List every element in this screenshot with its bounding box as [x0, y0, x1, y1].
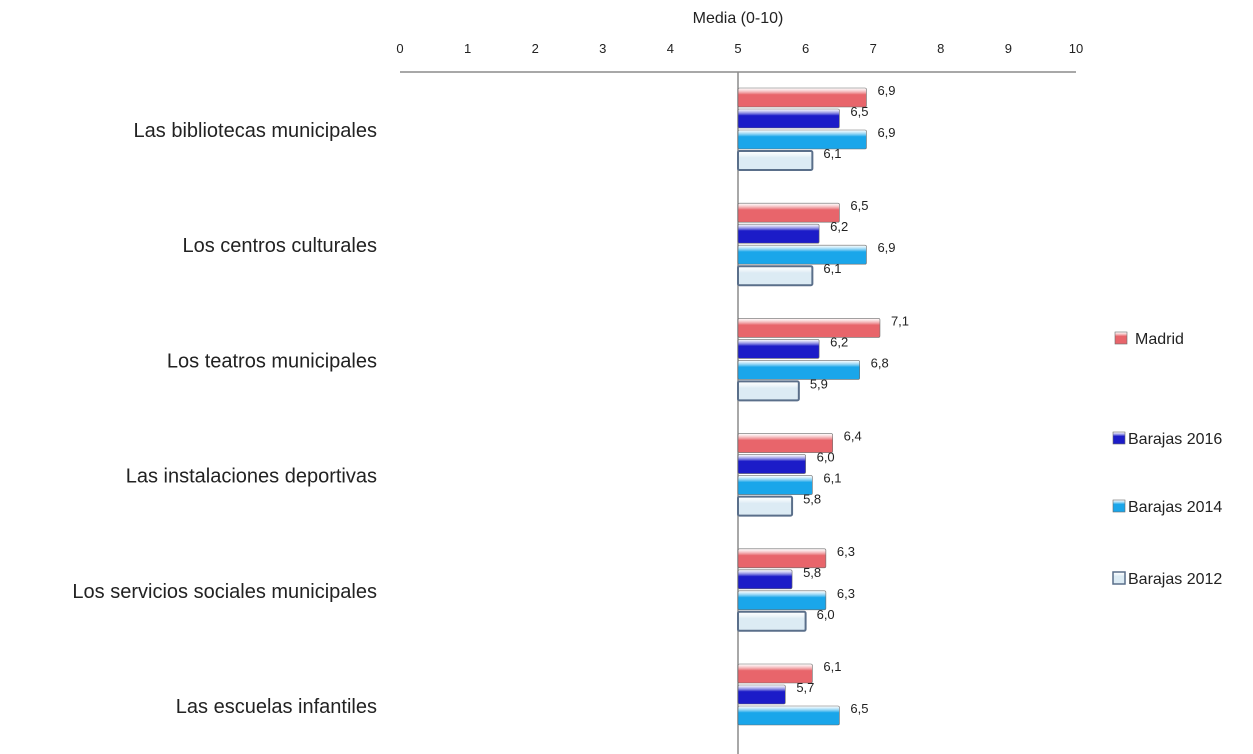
category-label: Las escuelas infantiles [176, 696, 377, 718]
data-label: 7,1 [891, 313, 909, 328]
data-label: 6,5 [850, 104, 868, 119]
legend-swatch [1112, 499, 1126, 513]
legend-swatch [1114, 331, 1128, 345]
bar [737, 360, 860, 380]
data-label: 6,1 [823, 659, 841, 674]
bar [737, 590, 827, 611]
data-label: 6,1 [823, 146, 841, 161]
legend-label: Barajas 2012 [1128, 571, 1222, 588]
bar [737, 380, 800, 402]
data-label: 6,0 [817, 450, 835, 465]
x-tick-label: 9 [1005, 41, 1012, 56]
data-label: 6,8 [871, 355, 889, 370]
bar [737, 433, 833, 453]
bar [737, 569, 793, 590]
x-tick-label: 10 [1069, 41, 1083, 56]
bar [737, 108, 840, 129]
category-label: Las bibliotecas municipales [134, 120, 377, 142]
data-label: 5,8 [803, 492, 821, 507]
x-tick-label: 8 [937, 41, 944, 56]
data-label: 6,1 [823, 471, 841, 486]
bar [737, 454, 806, 474]
x-tick-label: 6 [802, 41, 809, 56]
data-label: 6,3 [837, 586, 855, 601]
x-tick-label: 5 [734, 41, 741, 56]
bar [737, 705, 840, 726]
x-tick-label: 2 [532, 41, 539, 56]
data-label: 6,9 [877, 83, 895, 98]
data-label: 6,0 [817, 607, 835, 622]
x-axis-ticks: 0 1 2 3 4 5 6 7 8 9 10 [396, 41, 1083, 56]
bar [737, 87, 867, 108]
bar [737, 244, 867, 265]
bar [737, 129, 867, 150]
data-label: 5,8 [803, 565, 821, 580]
data-label: 5,9 [810, 376, 828, 391]
bar [737, 663, 813, 684]
x-tick-label: 1 [464, 41, 471, 56]
bar [737, 265, 814, 287]
data-label: 6,2 [830, 334, 848, 349]
bars: 6,96,56,96,16,56,26,96,17,16,26,85,96,46… [737, 83, 909, 726]
x-axis-title: Media (0-10) [693, 10, 784, 27]
legend-label: Barajas 2014 [1128, 499, 1222, 516]
bar [737, 339, 820, 359]
x-tick-label: 4 [667, 41, 674, 56]
legend: Madrid Barajas 2016 Barajas 2014 Barajas 20… [1112, 331, 1222, 588]
data-label: 5,7 [796, 680, 814, 695]
x-tick-label: 7 [870, 41, 877, 56]
data-label: 6,4 [844, 429, 862, 444]
category-label: Los teatros municipales [167, 350, 377, 372]
bar [737, 318, 881, 338]
data-label: 6,9 [877, 125, 895, 140]
bar [737, 684, 786, 705]
data-label: 6,5 [850, 198, 868, 213]
bar [737, 223, 820, 244]
bar [737, 548, 827, 569]
bar [737, 495, 794, 517]
x-tick-label: 3 [599, 41, 606, 56]
bar [737, 202, 840, 223]
data-label: 6,1 [823, 261, 841, 276]
data-label: 6,9 [877, 240, 895, 255]
legend-label: Barajas 2016 [1128, 431, 1222, 448]
category-label: Las instalaciones deportivas [126, 466, 377, 488]
data-label: 6,5 [850, 701, 868, 716]
legend-swatch [1112, 431, 1126, 445]
x-tick-label: 0 [396, 41, 403, 56]
category-label: Los centros culturales [182, 235, 377, 257]
legend-swatch [1112, 571, 1126, 585]
category-labels: Las bibliotecas municipales Los centros c… [72, 120, 377, 718]
bar [737, 150, 814, 171]
data-label: 6,2 [830, 219, 848, 234]
data-label: 6,3 [837, 544, 855, 559]
category-label: Los servicios sociales municipales [72, 581, 377, 603]
legend-label: Madrid [1135, 331, 1184, 348]
bar [737, 475, 813, 495]
bar [737, 610, 807, 632]
